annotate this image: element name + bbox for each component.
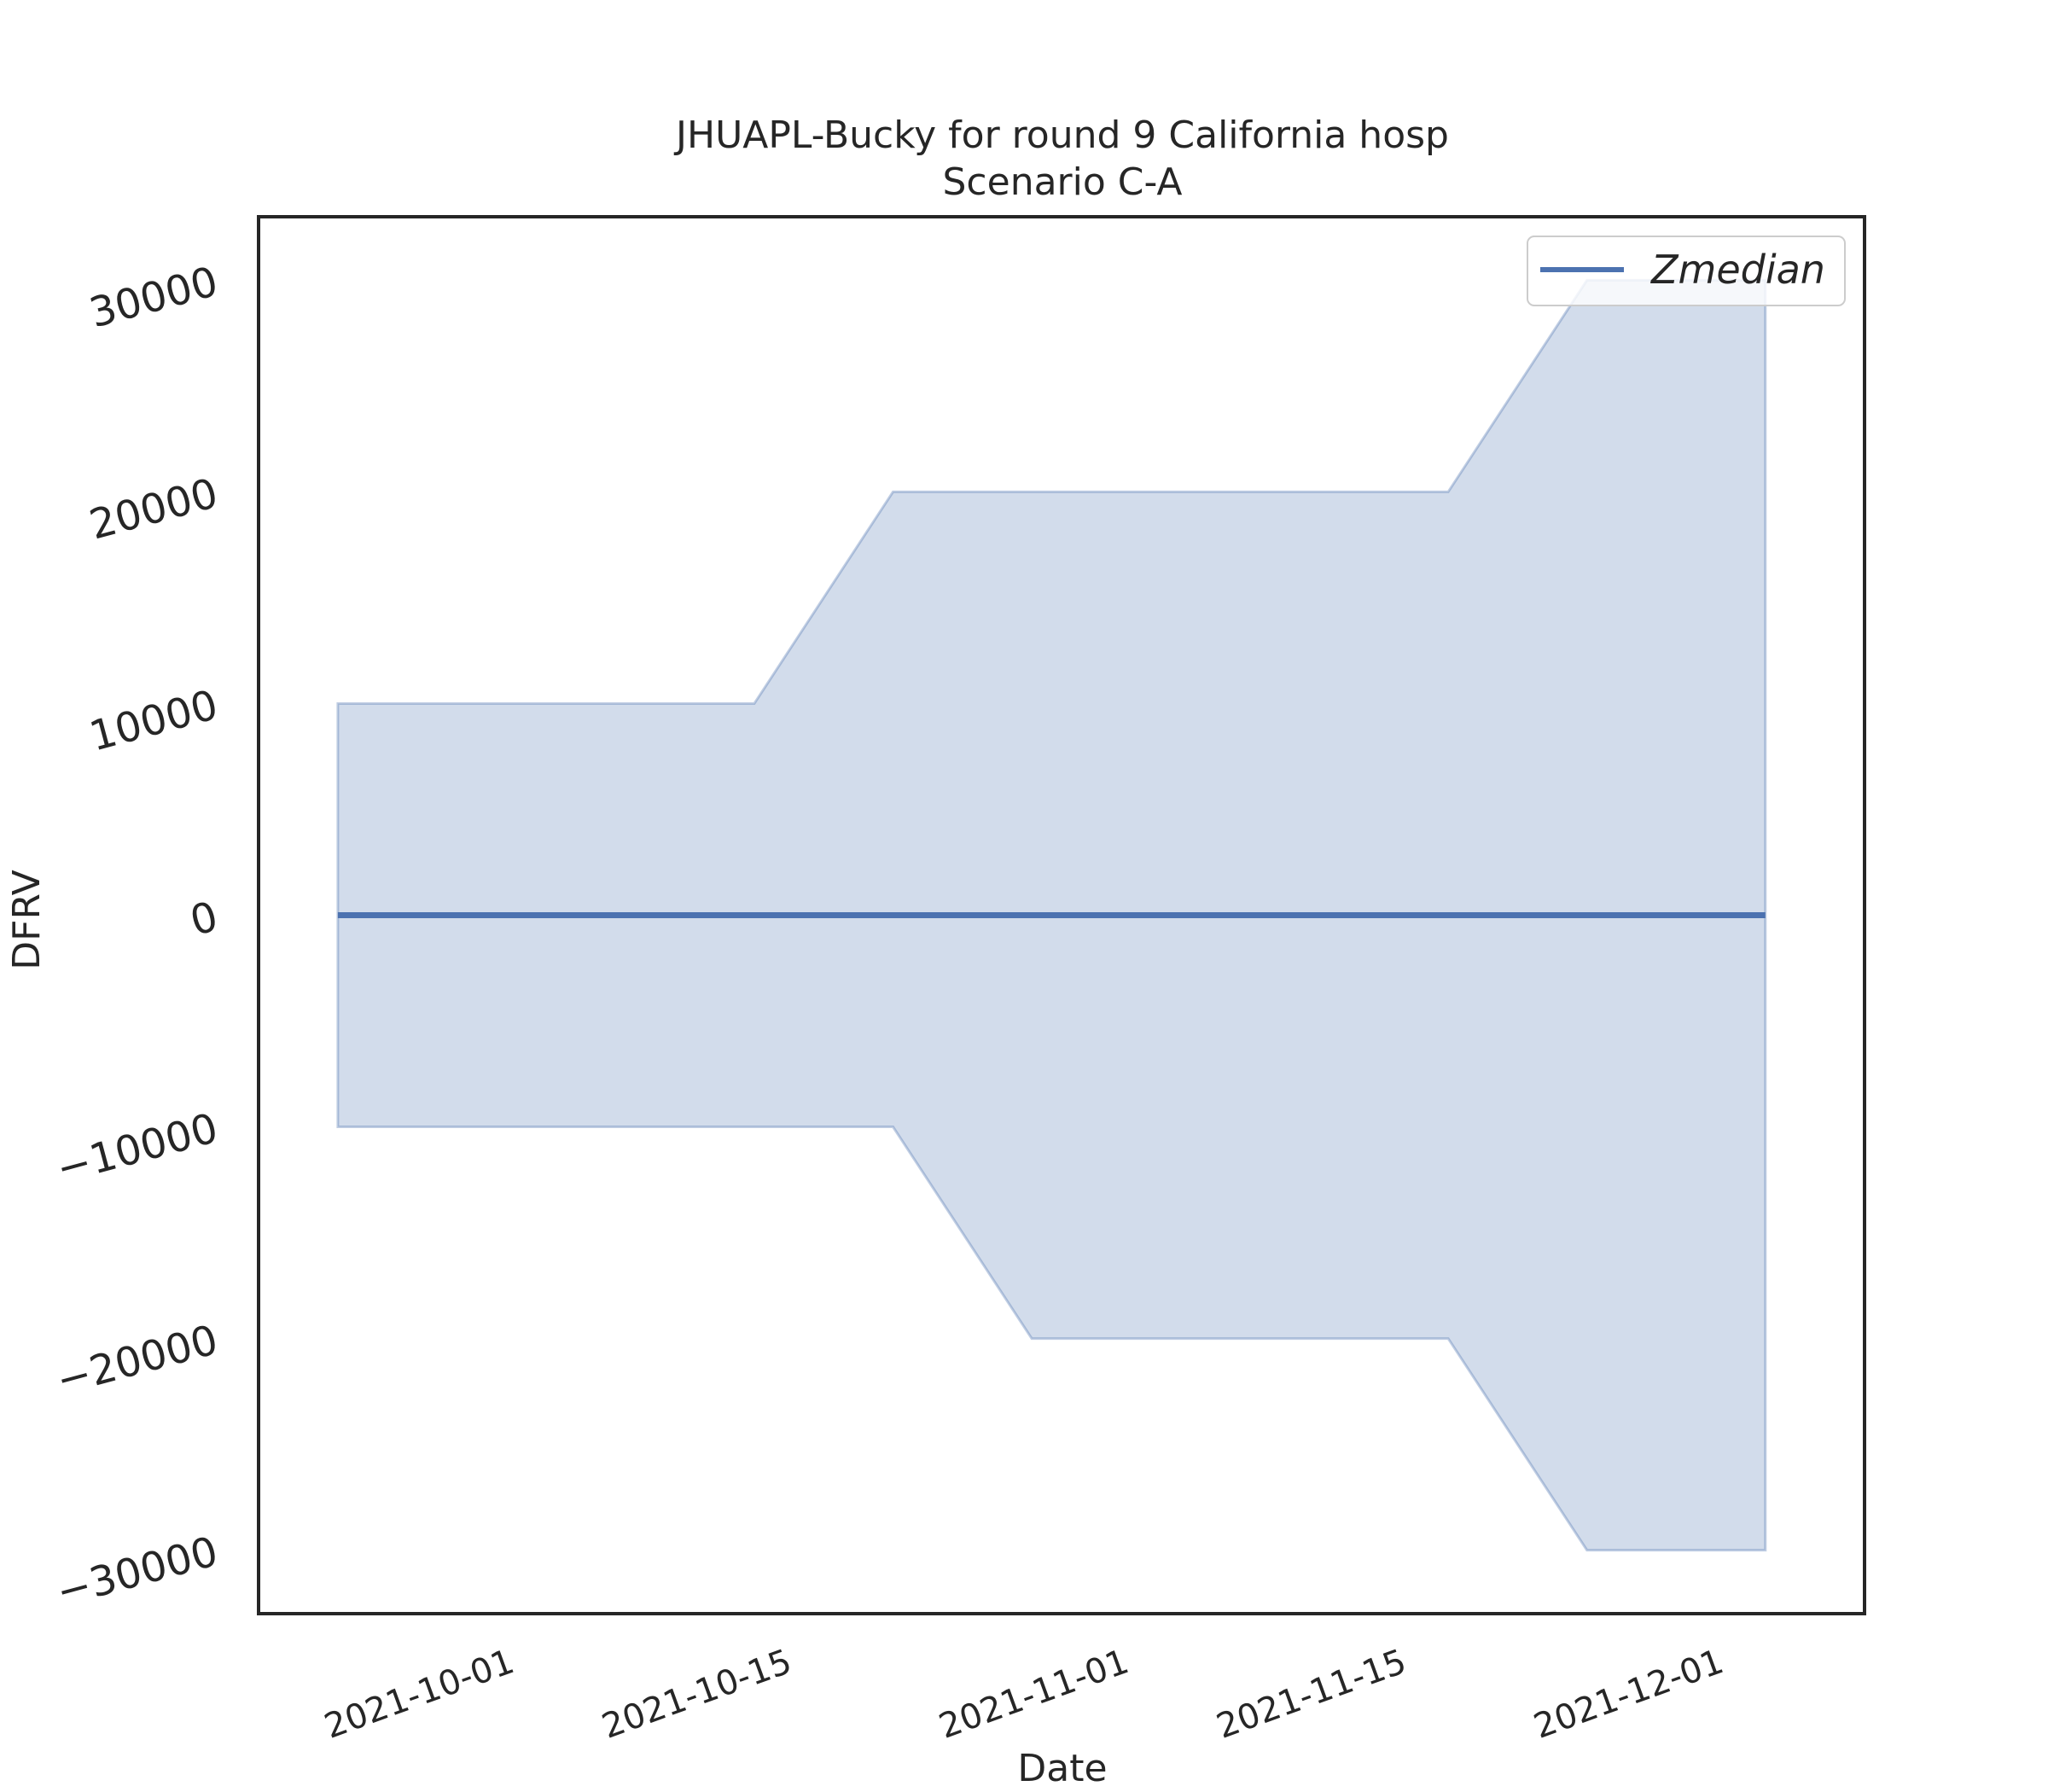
x-tick-label: 2021-11-15 [1212, 1642, 1411, 1747]
y-ticks: −30000 −20000 −10000 0 10000 20000 30000 [51, 258, 223, 1616]
y-tick-label: 0 [185, 893, 223, 945]
y-tick-label: −10000 [51, 1104, 223, 1193]
x-ticks: 2021-10-01 2021-10-15 2021-11-01 2021-11-15… [319, 1642, 1728, 1747]
legend: Zmedian [1527, 236, 1846, 306]
plot-frame [257, 215, 1866, 1615]
y-tick-label: 20000 [84, 469, 223, 550]
y-tick-label: −30000 [51, 1527, 223, 1616]
x-tick-label: 2021-11-01 [934, 1642, 1134, 1747]
x-axis-label: Date [1017, 1747, 1107, 1790]
chart-title: JHUAPL-Bucky for round 9 California hosp [673, 113, 1449, 157]
legend-label-zmedian: Zmedian [1649, 247, 1825, 293]
legend-box [1527, 236, 1846, 306]
y-tick-label: −20000 [51, 1316, 223, 1405]
x-tick-label: 2021-10-01 [319, 1642, 519, 1747]
x-tick-label: 2021-12-01 [1529, 1642, 1729, 1747]
chart-subtitle: Scenario C-A [943, 160, 1183, 204]
y-axis-label: DFRV [5, 870, 49, 969]
x-tick-label: 2021-10-15 [597, 1642, 797, 1747]
y-tick-label: 10000 [84, 681, 223, 761]
y-tick-label: 30000 [84, 258, 223, 338]
